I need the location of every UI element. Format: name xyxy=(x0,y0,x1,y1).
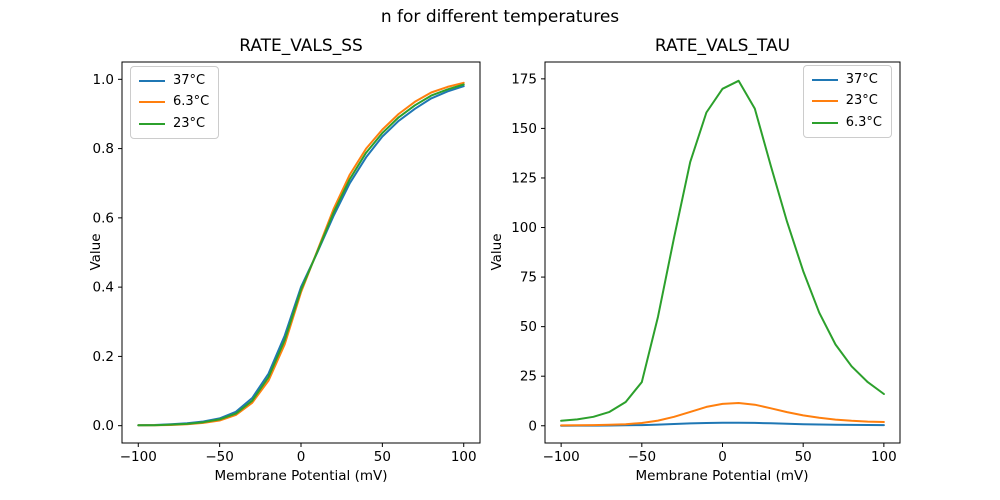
plot-spines xyxy=(121,61,481,444)
right-y-axis-label: Value xyxy=(489,233,505,271)
legend-entry: 6.3°C xyxy=(811,114,882,131)
x-tick-label: −100 xyxy=(120,449,157,465)
y-tick-label: 0.8 xyxy=(93,141,114,157)
left-legend: 37°C 6.3°C 23°C xyxy=(130,66,220,139)
y-tick-label: 125 xyxy=(511,170,537,186)
y-tick-label: 100 xyxy=(511,220,537,236)
legend-label: 23°C xyxy=(173,115,206,131)
series-line-0-23c xyxy=(137,83,465,427)
y-tick-label: 0 xyxy=(528,418,537,434)
y-tick-label: 150 xyxy=(511,121,537,137)
plot-spines xyxy=(544,61,901,444)
legend-line-sample xyxy=(811,121,838,124)
x-tick-label: 100 xyxy=(871,449,897,465)
left-y-axis-label: Value xyxy=(88,233,104,271)
legend-line-sample xyxy=(139,101,165,104)
legend-line-sample xyxy=(811,100,838,103)
left-plot-title: RATE_VALS_SS xyxy=(239,36,363,56)
legend-entry: 37°C xyxy=(811,72,882,88)
legend-label: 6.3°C xyxy=(845,114,882,130)
y-tick-label: 0.6 xyxy=(93,210,114,226)
y-tick-label: 1.0 xyxy=(93,72,114,88)
x-tick-label: 100 xyxy=(451,449,477,465)
right-plot-title: RATE_VALS_TAU xyxy=(654,36,791,56)
y-tick-label: 50 xyxy=(520,319,537,335)
y-tick-label: 0.4 xyxy=(93,280,114,296)
legend-label: 37°C xyxy=(845,72,878,87)
legend-line-sample xyxy=(811,79,838,82)
legend-entry: 6.3°C xyxy=(139,94,209,110)
left-x-axis-label: Membrane Potential (mV) xyxy=(214,468,388,484)
x-tick-label: −50 xyxy=(628,449,657,465)
y-tick-label: 0.0 xyxy=(93,418,114,434)
x-tick-label: −100 xyxy=(543,449,580,465)
figure-title: n for different temperatures xyxy=(380,7,620,27)
legend-entry: 37°C xyxy=(139,73,209,89)
x-tick-label: 0 xyxy=(718,449,727,465)
x-tick-label: −50 xyxy=(205,449,234,465)
legend-label: 23°C xyxy=(845,93,878,109)
x-tick-label: 0 xyxy=(297,449,306,465)
legend-entry: 23°C xyxy=(139,116,209,132)
legend-line-sample xyxy=(139,122,165,125)
legend-entry: 23°C xyxy=(811,93,882,109)
y-tick-label: 75 xyxy=(520,270,537,286)
x-tick-label: 50 xyxy=(795,449,812,465)
legend-label: 37°C xyxy=(173,73,206,88)
legend-label: 6.3°C xyxy=(173,94,210,110)
series-line-1-63c xyxy=(560,79,885,422)
y-tick-label: 0.2 xyxy=(93,349,114,365)
series-line-1-23c xyxy=(560,402,885,427)
y-tick-label: 25 xyxy=(520,369,537,385)
right-legend: 37°C 23°C 6.3°C xyxy=(802,65,892,138)
x-tick-label: 50 xyxy=(374,449,391,465)
right-x-axis-label: Membrane Potential (mV) xyxy=(635,468,809,484)
y-tick-label: 175 xyxy=(511,71,537,87)
legend-line-sample xyxy=(139,80,165,83)
